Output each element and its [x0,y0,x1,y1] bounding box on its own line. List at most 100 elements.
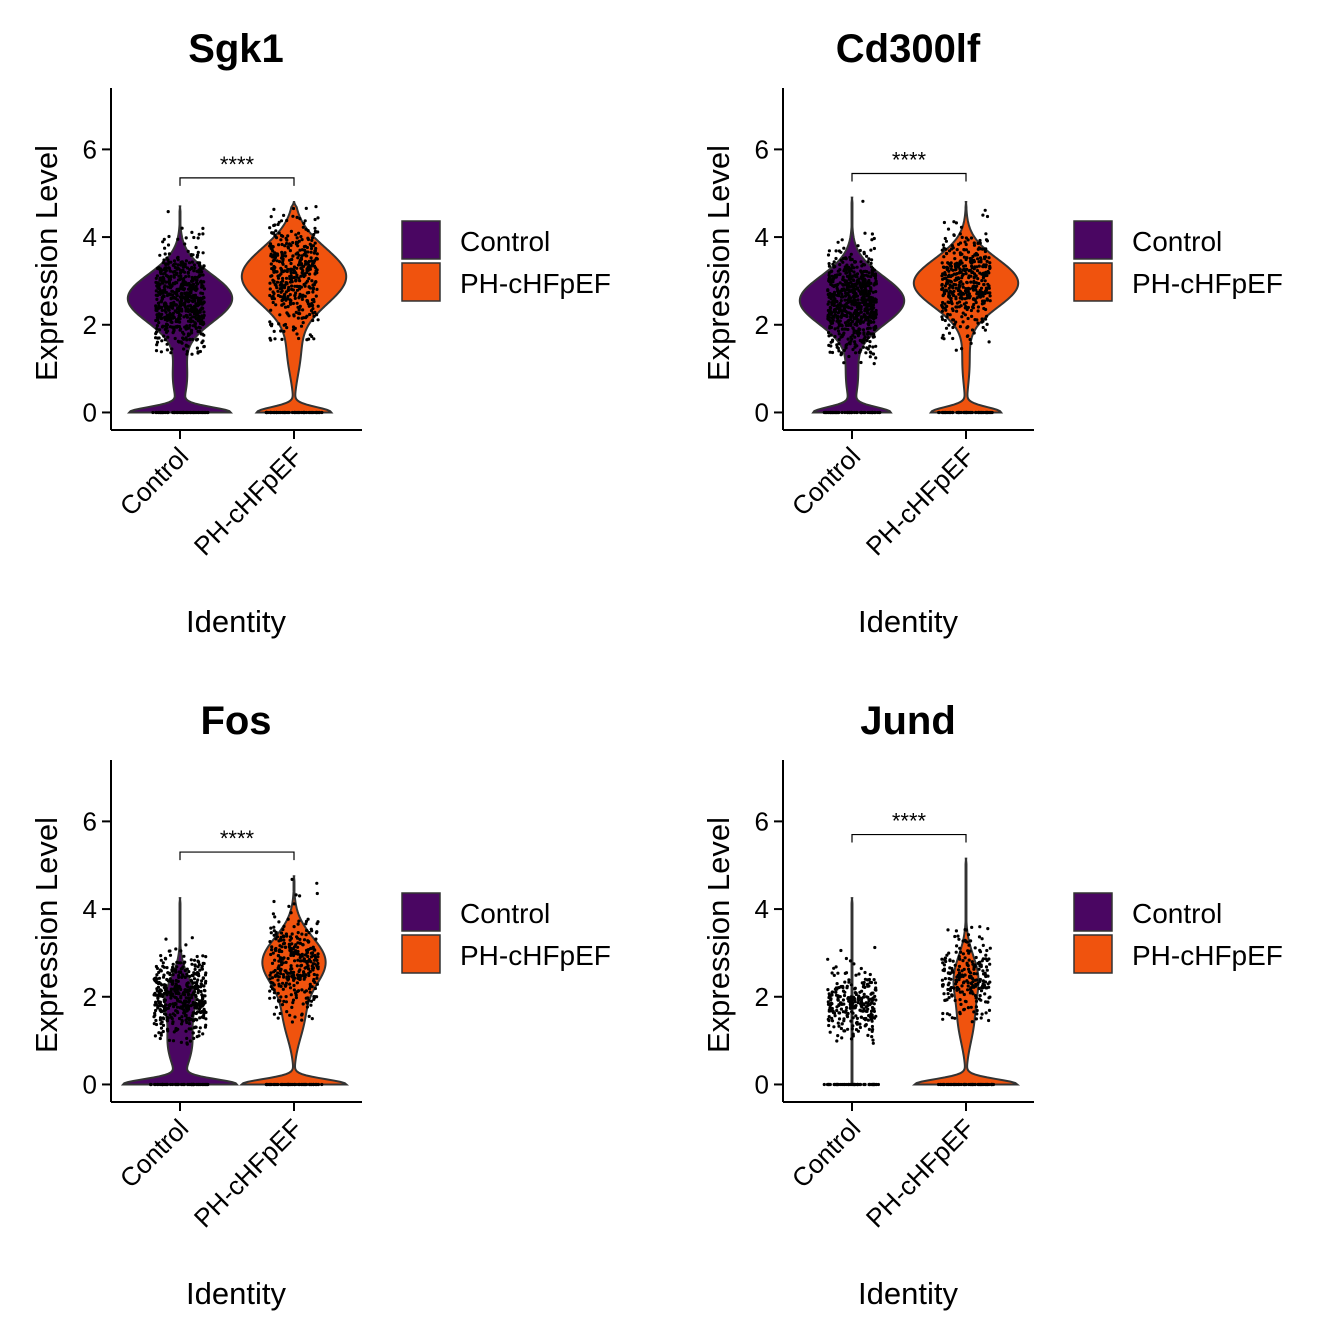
data-point [304,973,308,977]
data-point [943,956,947,960]
data-point [951,268,955,272]
data-point [307,277,311,281]
data-point [269,410,273,415]
data-point [867,999,871,1003]
data-point [194,1025,198,1029]
data-point [169,301,173,306]
data-point [169,1015,174,1020]
data-point [283,984,288,988]
data-point [316,216,320,220]
data-point [955,309,959,313]
data-point [164,957,168,961]
legend-swatch-ph-chfpef [401,262,441,302]
data-point [163,284,167,288]
data-point [867,1027,871,1031]
data-point [304,206,308,210]
data-point [983,291,987,296]
data-point [985,214,990,219]
data-point [863,231,867,235]
data-point [281,258,285,263]
significance-label: **** [892,809,927,834]
data-point [269,338,273,342]
data-point [975,292,979,296]
data-point [186,1004,190,1009]
data-point [288,267,293,271]
data-point [976,321,980,325]
data-point [841,283,845,287]
data-point [165,1018,169,1022]
data-point [838,281,842,285]
data-point [160,280,164,284]
data-point [290,287,294,291]
data-point [298,937,302,941]
data-point [306,302,310,306]
data-point [937,410,941,415]
data-point [980,317,984,321]
data-point [277,964,281,968]
data-point [953,1016,957,1020]
data-point [945,315,949,319]
data-point [969,236,974,240]
data-point [185,326,189,331]
data-point [974,288,978,292]
data-point [279,995,283,999]
data-point [309,250,313,254]
data-point [962,1007,966,1011]
data-point [183,270,187,274]
data-point [940,282,944,287]
data-point [869,1016,873,1020]
data-point [312,947,316,951]
data-point [309,999,314,1003]
data-point [950,986,954,990]
data-point [864,1016,868,1021]
data-point [183,999,187,1003]
data-point [297,263,301,267]
data-point [855,275,859,279]
data-point [863,1024,867,1028]
data-point [867,319,871,323]
data-point [190,979,194,983]
data-point [316,952,320,956]
data-point [952,289,956,293]
data-point [835,299,839,303]
data-point [963,313,967,317]
data-point [838,263,842,267]
data-point [969,341,973,345]
data-point [189,1004,193,1008]
data-point [827,1082,831,1087]
data-point [282,329,286,333]
data-point [842,246,846,250]
data-point [276,289,280,293]
data-point [160,299,164,303]
data-point [954,286,958,290]
data-point [974,1005,978,1009]
data-point [967,292,971,296]
data-point [970,1020,974,1024]
violin-control [120,897,240,1086]
data-point [965,940,969,944]
data-point [863,1082,867,1087]
data-point [948,959,952,963]
data-point [291,241,295,245]
legend-swatch-ph-chfpef [401,934,441,974]
data-point [278,999,282,1003]
data-point [972,276,976,280]
data-point [958,251,962,255]
data-point [872,268,876,272]
data-point [834,990,838,994]
data-point [864,1009,868,1013]
data-point [192,269,196,273]
data-point [295,964,299,968]
data-point [304,919,309,923]
data-point [271,249,275,253]
y-tick-label: 2 [755,310,769,340]
data-point [850,1010,854,1014]
data-point [196,236,200,240]
data-point [988,266,992,270]
data-point [268,996,272,1000]
data-point [828,994,832,998]
data-point [841,277,845,282]
data-point [290,942,294,946]
data-point [983,980,988,984]
